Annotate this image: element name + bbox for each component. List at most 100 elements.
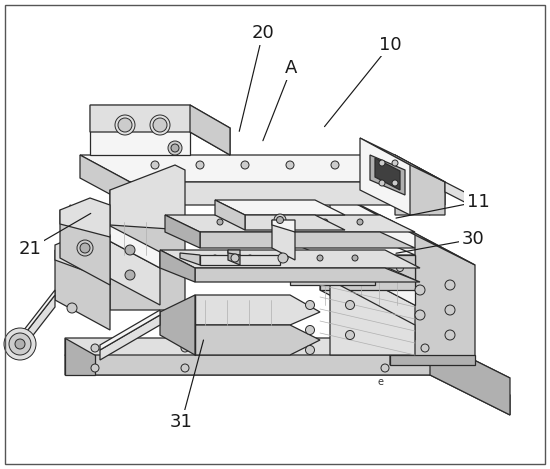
Circle shape: [415, 285, 425, 295]
Circle shape: [480, 202, 487, 209]
Polygon shape: [320, 255, 415, 290]
Circle shape: [252, 219, 258, 225]
Polygon shape: [200, 232, 415, 248]
Circle shape: [345, 301, 355, 310]
Polygon shape: [160, 250, 195, 282]
Circle shape: [445, 305, 455, 315]
Polygon shape: [272, 220, 295, 232]
Circle shape: [277, 217, 283, 224]
Circle shape: [331, 161, 339, 169]
Circle shape: [286, 161, 294, 169]
Polygon shape: [445, 182, 480, 210]
Polygon shape: [250, 225, 415, 255]
Text: 20: 20: [251, 24, 274, 42]
Circle shape: [4, 328, 36, 360]
Polygon shape: [200, 255, 280, 265]
Polygon shape: [100, 315, 160, 360]
Polygon shape: [20, 290, 55, 340]
Polygon shape: [90, 175, 430, 215]
Circle shape: [477, 199, 489, 211]
Polygon shape: [430, 338, 510, 415]
Circle shape: [212, 255, 218, 261]
Polygon shape: [110, 165, 185, 230]
Text: A: A: [285, 59, 298, 77]
Circle shape: [171, 144, 179, 152]
Polygon shape: [90, 105, 230, 155]
Polygon shape: [330, 280, 415, 355]
Circle shape: [153, 118, 167, 132]
Circle shape: [392, 180, 398, 186]
Polygon shape: [330, 190, 415, 305]
Circle shape: [357, 219, 363, 225]
Polygon shape: [100, 310, 160, 350]
Circle shape: [247, 255, 253, 261]
Text: e: e: [377, 377, 383, 387]
Polygon shape: [195, 295, 320, 325]
Polygon shape: [55, 250, 110, 330]
Circle shape: [379, 160, 385, 166]
Polygon shape: [320, 255, 415, 340]
Circle shape: [392, 160, 398, 166]
Circle shape: [150, 115, 170, 135]
Polygon shape: [65, 338, 510, 378]
Circle shape: [118, 118, 132, 132]
Polygon shape: [195, 268, 420, 282]
Circle shape: [287, 219, 293, 225]
Circle shape: [91, 344, 99, 352]
Circle shape: [9, 333, 31, 355]
Text: 11: 11: [467, 193, 490, 211]
Circle shape: [181, 364, 189, 372]
Circle shape: [241, 161, 249, 169]
Circle shape: [168, 141, 182, 155]
Polygon shape: [245, 215, 345, 230]
Text: 21: 21: [19, 240, 42, 257]
Text: 30: 30: [461, 230, 485, 248]
Circle shape: [151, 161, 159, 169]
Circle shape: [15, 339, 25, 349]
Circle shape: [397, 265, 404, 272]
Polygon shape: [70, 205, 160, 268]
Circle shape: [305, 346, 315, 355]
Circle shape: [305, 301, 315, 310]
Polygon shape: [110, 190, 185, 310]
Circle shape: [80, 243, 90, 253]
Circle shape: [337, 265, 344, 272]
Polygon shape: [60, 198, 110, 237]
Polygon shape: [320, 255, 415, 305]
Polygon shape: [290, 262, 375, 285]
Polygon shape: [90, 105, 190, 155]
Circle shape: [376, 161, 384, 169]
Polygon shape: [160, 295, 195, 355]
Circle shape: [196, 161, 204, 169]
Circle shape: [115, 115, 135, 135]
Polygon shape: [375, 158, 400, 190]
Polygon shape: [330, 190, 475, 265]
Circle shape: [377, 265, 383, 272]
Circle shape: [282, 255, 288, 261]
Circle shape: [322, 219, 328, 225]
Circle shape: [125, 270, 135, 280]
Circle shape: [421, 344, 429, 352]
Circle shape: [345, 331, 355, 340]
Polygon shape: [190, 105, 230, 155]
Polygon shape: [180, 253, 200, 265]
Polygon shape: [195, 325, 320, 355]
Polygon shape: [360, 138, 445, 182]
Text: 10: 10: [379, 36, 402, 53]
Circle shape: [305, 325, 315, 334]
Polygon shape: [60, 210, 110, 285]
Circle shape: [125, 245, 135, 255]
Circle shape: [181, 344, 189, 352]
Circle shape: [278, 253, 288, 263]
Polygon shape: [215, 200, 245, 230]
Circle shape: [356, 265, 364, 272]
Circle shape: [352, 255, 358, 261]
Polygon shape: [20, 295, 55, 352]
Polygon shape: [65, 338, 95, 375]
Circle shape: [77, 240, 93, 256]
Circle shape: [67, 303, 77, 313]
Polygon shape: [228, 250, 240, 265]
Polygon shape: [80, 155, 130, 205]
Polygon shape: [65, 355, 510, 415]
Circle shape: [91, 364, 99, 372]
